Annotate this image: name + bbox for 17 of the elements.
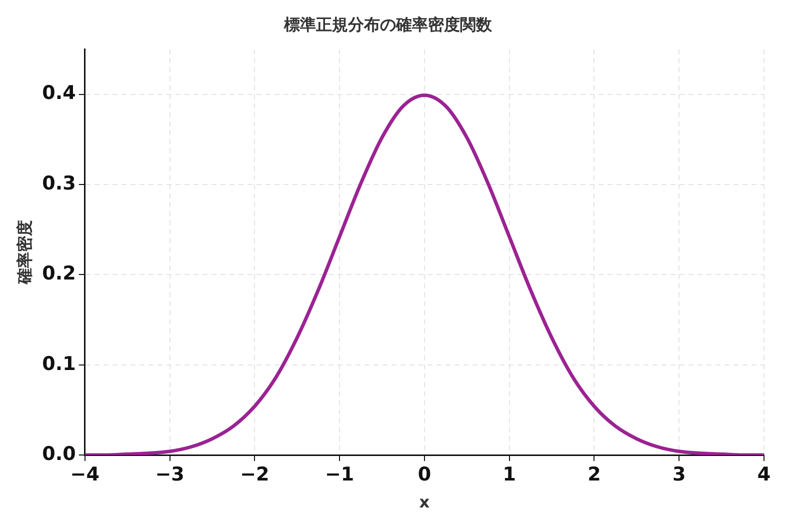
x-tick-label: −4 <box>70 463 100 486</box>
y-axis-title: 確率密度 <box>14 220 34 286</box>
x-tick-label: −1 <box>324 463 354 486</box>
y-tick-label: 0.1 <box>42 352 76 375</box>
x-tick-label: 2 <box>588 463 601 486</box>
y-tick-label: 0.0 <box>42 442 76 465</box>
x-axis-title: x <box>419 492 430 512</box>
x-tick-label: 1 <box>502 463 516 486</box>
x-tick-label: 0 <box>418 463 432 486</box>
chart-title: 標準正規分布の確率密度関数 <box>283 14 493 34</box>
x-tick-label: −2 <box>240 463 270 486</box>
y-tick-label: 0.3 <box>42 172 76 194</box>
y-tick-label: 0.2 <box>42 262 76 285</box>
y-tick-label: 0.4 <box>42 82 76 104</box>
x-tick-label: 4 <box>757 463 771 486</box>
x-tick-label: −3 <box>155 463 184 486</box>
x-tick-label: 3 <box>672 463 686 486</box>
